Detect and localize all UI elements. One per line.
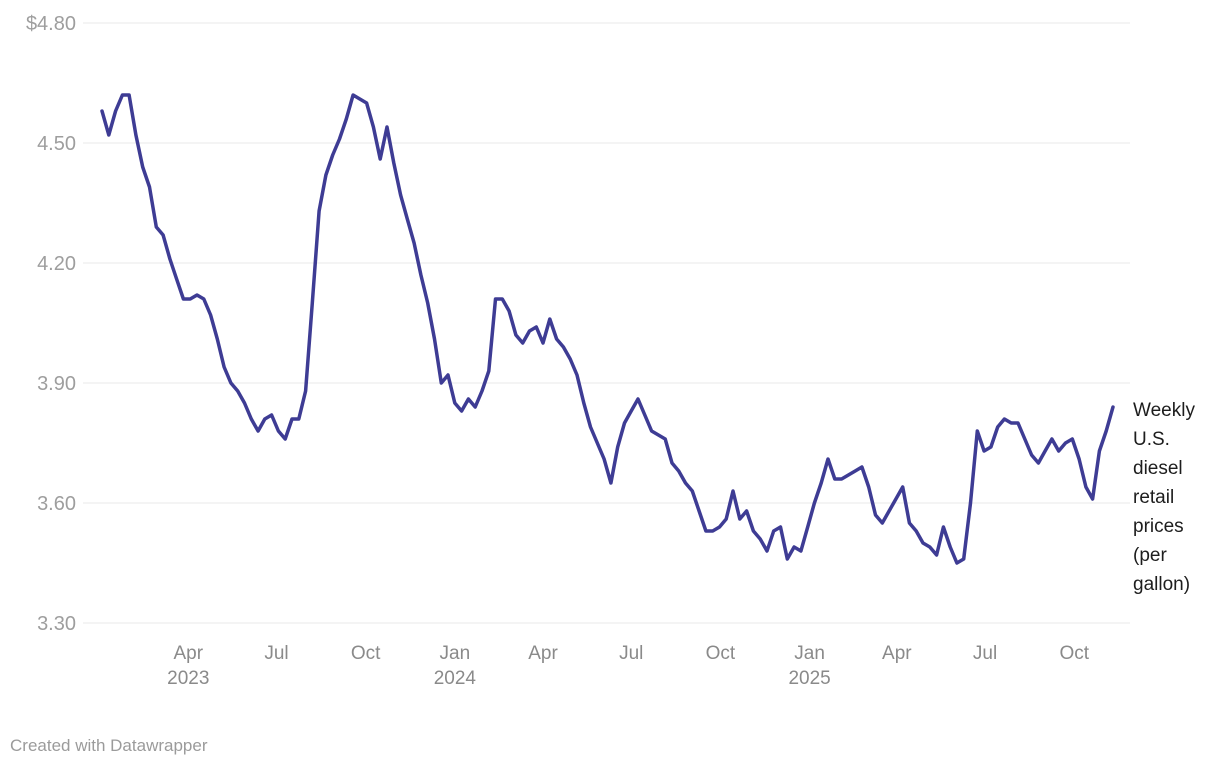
x-tick-label: Apr — [173, 643, 203, 664]
x-tick-label: Apr — [882, 643, 912, 664]
datawrapper-credit: Created with Datawrapper — [10, 736, 208, 755]
x-tick-label: Apr — [528, 643, 558, 664]
y-tick-label: 3.60 — [37, 493, 76, 515]
y-tick-label: $4.80 — [26, 13, 76, 35]
x-tick-label: Jul — [973, 643, 997, 664]
x-tick-year-label: 2023 — [167, 668, 209, 689]
y-tick-label: 3.30 — [37, 613, 76, 635]
y-tick-label: 4.20 — [37, 253, 76, 275]
x-tick-label: Jan — [794, 643, 825, 664]
x-tick-label: Jul — [619, 643, 643, 664]
x-tick-label: Jul — [264, 643, 288, 664]
x-tick-label: Oct — [706, 643, 736, 664]
x-tick-year-label: 2025 — [788, 668, 830, 689]
series-end-label: Weekly U.S. diesel retail prices (per ga… — [1133, 400, 1195, 595]
y-tick-label: 4.50 — [37, 133, 76, 155]
y-tick-label: 3.90 — [37, 373, 76, 395]
x-tick-label: Oct — [1059, 643, 1089, 664]
price-line — [100, 93, 1115, 565]
x-tick-label: Jan — [440, 643, 471, 664]
x-tick-label: Oct — [351, 643, 381, 664]
x-tick-year-label: 2024 — [434, 668, 477, 689]
